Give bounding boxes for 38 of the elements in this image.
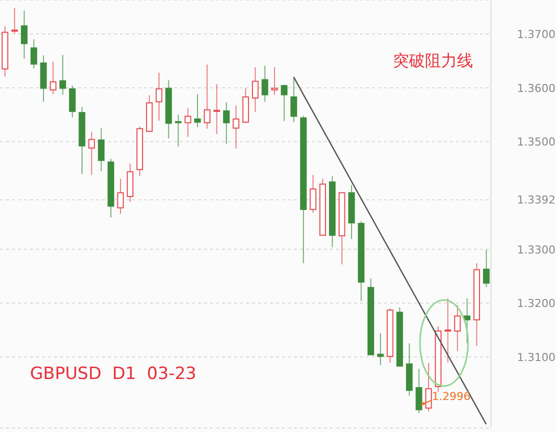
candlestick	[444, 298, 452, 363]
candlestick	[348, 184, 355, 240]
candlestick	[454, 304, 461, 352]
candlestick	[88, 131, 95, 176]
annotation: 1.2996	[432, 390, 470, 403]
candlestick	[262, 65, 268, 102]
candlestick	[174, 114, 182, 147]
candlestick	[434, 326, 442, 392]
y-tick-label: 1.3700	[517, 28, 556, 41]
candlestick	[126, 163, 134, 202]
candlestick	[156, 72, 162, 122]
candlestick	[40, 54, 47, 102]
candlestick	[271, 66, 278, 96]
candlestick	[483, 249, 490, 288]
annotation: GBPUSD D1 03-23	[30, 364, 196, 384]
candlestick	[252, 66, 259, 112]
y-tick-label: 1.3500	[517, 136, 556, 149]
candlestick	[377, 332, 384, 366]
y-tick-label: 1.3100	[517, 350, 556, 364]
candlestick	[328, 176, 336, 248]
annotation: 突破阻力线	[393, 51, 473, 70]
y-tick-label: 1.3392	[517, 194, 556, 207]
candlestick	[223, 102, 230, 144]
y-tick-label: 1.3200	[517, 297, 556, 310]
candlestick	[213, 83, 220, 135]
candlestick	[30, 38, 38, 69]
candlestick	[20, 10, 28, 60]
candlestick	[184, 108, 192, 138]
y-tick-label: 1.3300	[517, 243, 556, 256]
candlestick	[194, 94, 201, 128]
candlestick	[69, 85, 76, 118]
candlestick	[204, 64, 210, 130]
candlestick	[98, 128, 105, 172]
candlestick	[59, 54, 66, 96]
candlestick	[232, 105, 240, 150]
candlestick	[78, 106, 86, 174]
y-tick-label: 1.3600	[517, 82, 556, 95]
candlestick	[165, 80, 172, 139]
